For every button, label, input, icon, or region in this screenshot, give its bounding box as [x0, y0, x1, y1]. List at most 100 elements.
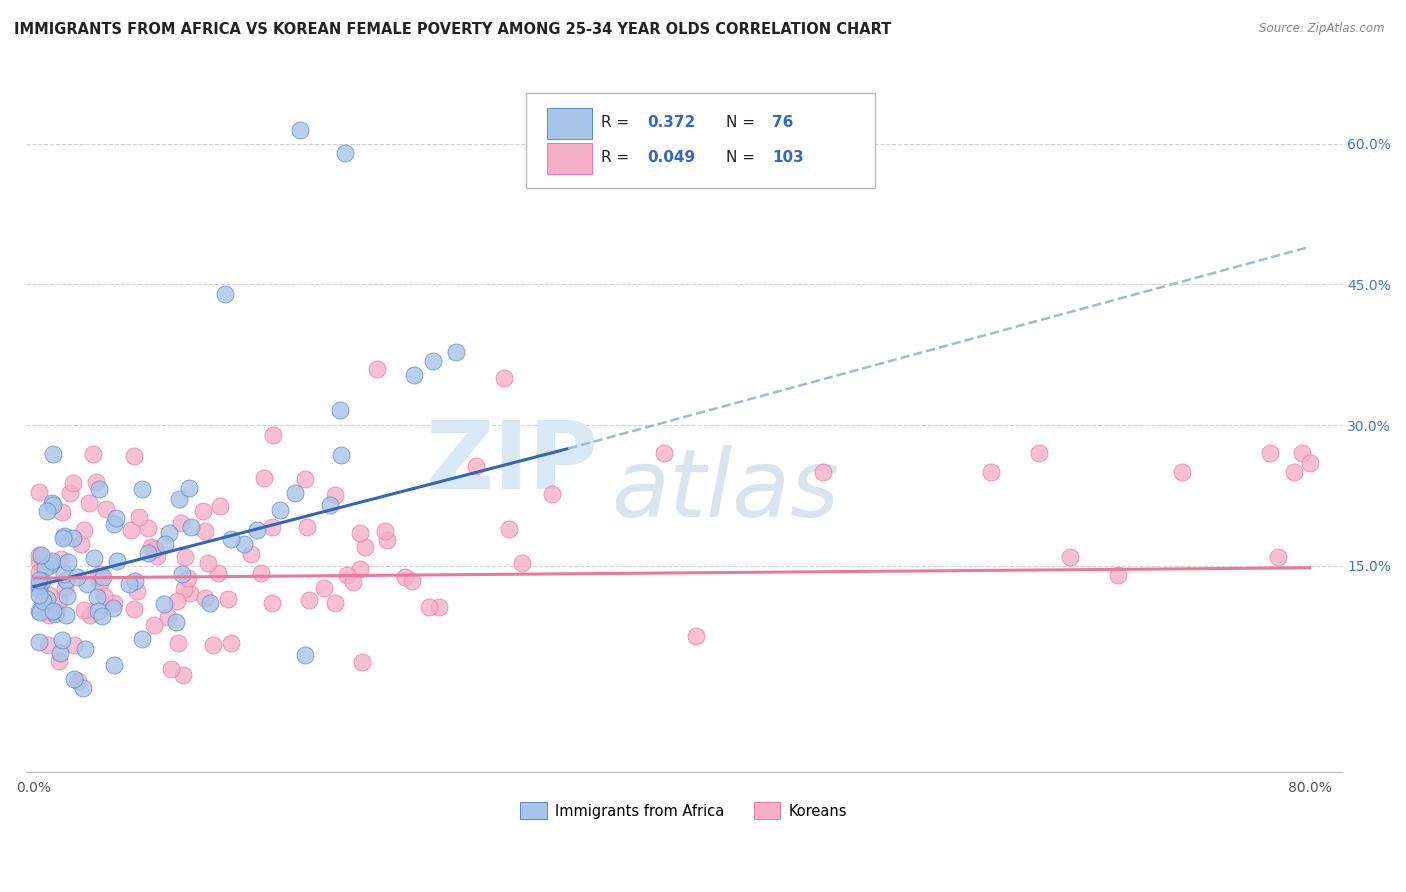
- Point: [418, 600, 440, 615]
- Point: [73, 523, 96, 537]
- Point: [103, 516, 125, 531]
- Point: [37, 638, 59, 652]
- Point: [125, 584, 148, 599]
- Point: [42, 498, 65, 512]
- FancyBboxPatch shape: [526, 93, 875, 188]
- Point: [1059, 549, 1081, 564]
- Point: [48, 594, 70, 608]
- Point: [41, 495, 63, 509]
- Point: [240, 547, 263, 561]
- Point: [208, 500, 231, 514]
- Point: [427, 599, 450, 614]
- Point: [93, 589, 115, 603]
- Point: [422, 354, 444, 368]
- Point: [813, 465, 835, 479]
- Point: [94, 502, 117, 516]
- Point: [170, 516, 193, 530]
- Point: [136, 521, 159, 535]
- Point: [48, 654, 70, 668]
- Point: [201, 638, 224, 652]
- Point: [464, 458, 486, 473]
- Point: [59, 485, 82, 500]
- Point: [1028, 446, 1050, 460]
- Point: [84, 475, 107, 490]
- Point: [180, 520, 202, 534]
- Point: [131, 482, 153, 496]
- Point: [297, 520, 319, 534]
- Point: [366, 361, 388, 376]
- Point: [53, 529, 76, 543]
- Point: [1107, 568, 1129, 582]
- Point: [262, 427, 284, 442]
- Point: [72, 681, 94, 695]
- Point: [58, 555, 80, 569]
- Point: [172, 668, 194, 682]
- Text: N =: N =: [725, 114, 759, 129]
- Text: 76: 76: [772, 114, 793, 129]
- Text: N =: N =: [725, 151, 759, 165]
- Point: [39, 558, 62, 573]
- Point: [70, 537, 93, 551]
- Point: [1171, 465, 1194, 479]
- Point: [42, 604, 65, 618]
- Point: [42, 447, 65, 461]
- Point: [318, 498, 340, 512]
- Point: [200, 596, 222, 610]
- Text: 103: 103: [772, 151, 804, 165]
- Point: [1282, 465, 1305, 479]
- Point: [103, 657, 125, 672]
- Point: [27, 555, 49, 569]
- Point: [262, 520, 284, 534]
- Point: [167, 491, 190, 506]
- Point: [253, 470, 276, 484]
- Point: [31, 574, 53, 589]
- Point: [44, 607, 66, 622]
- Point: [377, 533, 399, 547]
- Point: [86, 590, 108, 604]
- Point: [494, 371, 516, 385]
- Point: [35, 603, 58, 617]
- Point: [122, 602, 145, 616]
- Point: [166, 594, 188, 608]
- Point: [294, 472, 316, 486]
- Point: [1258, 446, 1281, 460]
- Point: [166, 635, 188, 649]
- Point: [51, 632, 73, 647]
- Point: [55, 573, 77, 587]
- Point: [294, 648, 316, 662]
- Point: [27, 573, 49, 587]
- Point: [55, 589, 77, 603]
- Point: [233, 537, 256, 551]
- Point: [30, 548, 52, 562]
- Point: [27, 588, 49, 602]
- Point: [197, 556, 219, 570]
- Point: [139, 540, 162, 554]
- Point: [156, 610, 179, 624]
- Text: Source: ZipAtlas.com: Source: ZipAtlas.com: [1260, 22, 1385, 36]
- Point: [53, 566, 76, 581]
- Point: [91, 570, 114, 584]
- Point: [152, 597, 174, 611]
- Point: [44, 606, 66, 620]
- Point: [246, 523, 269, 537]
- Point: [27, 578, 49, 592]
- Point: [37, 504, 59, 518]
- Point: [394, 570, 416, 584]
- Point: [165, 615, 187, 629]
- Point: [41, 554, 63, 568]
- Point: [207, 566, 229, 581]
- Point: [685, 629, 707, 643]
- Point: [89, 576, 111, 591]
- Point: [177, 571, 200, 585]
- Point: [269, 502, 291, 516]
- Point: [214, 286, 236, 301]
- Point: [354, 540, 377, 554]
- Point: [980, 465, 1002, 479]
- Point: [77, 496, 100, 510]
- Text: atlas: atlas: [612, 445, 839, 536]
- Point: [219, 635, 242, 649]
- Point: [336, 567, 359, 582]
- Text: ZIP: ZIP: [426, 417, 598, 508]
- Point: [41, 557, 63, 571]
- Point: [401, 574, 423, 588]
